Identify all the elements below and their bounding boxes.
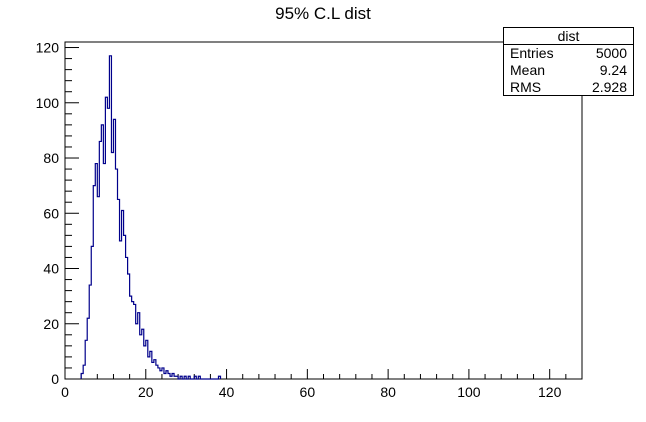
histogram-bar: [111, 152, 113, 379]
y-tick-label: 100: [36, 95, 60, 111]
x-tick-label: 0: [61, 384, 69, 400]
x-tick-label: 20: [138, 384, 154, 400]
histogram-bar: [120, 241, 122, 379]
x-tick-label: 60: [300, 384, 316, 400]
y-tick-label: 40: [43, 261, 59, 277]
histogram-bar: [152, 362, 154, 379]
y-tick-label: 0: [51, 371, 59, 387]
histogram-bar: [107, 108, 109, 379]
y-tick-label: 80: [43, 150, 59, 166]
y-tick-label: 60: [43, 205, 59, 221]
stats-label-rms: RMS: [510, 79, 542, 95]
histogram-bar: [126, 257, 128, 379]
histogram-bar: [164, 373, 166, 379]
x-tick-label: 120: [538, 384, 562, 400]
stats-row-mean: Mean 9.24: [504, 62, 633, 79]
x-tick-label: 80: [380, 384, 396, 400]
histogram-bar: [130, 296, 132, 379]
histogram-bar: [136, 324, 138, 379]
chart-title: 95% C.L dist: [275, 4, 371, 23]
histogram-bar: [103, 164, 105, 379]
stats-value-rms: 2.928: [591, 79, 627, 95]
stats-row-rms: RMS 2.928: [504, 79, 633, 96]
x-tick-label: 100: [457, 384, 481, 400]
x-tick-label: 40: [219, 384, 235, 400]
histogram-bar: [148, 357, 150, 379]
stats-row-entries: Entries 5000: [504, 45, 633, 62]
histogram-series: [80, 55, 222, 380]
stats-box: dist Entries 5000 Mean 9.24 RMS 2.928: [503, 27, 634, 96]
histogram-bar: [115, 169, 117, 379]
y-tick-label: 20: [43, 316, 59, 332]
stats-box-title: dist: [504, 28, 633, 45]
stats-label-mean: Mean: [510, 62, 546, 78]
histogram-bar: [132, 302, 134, 379]
y-tick-label: 120: [36, 40, 60, 56]
stats-value-entries: 5000: [595, 45, 627, 61]
stats-value-mean: 9.24: [599, 62, 627, 78]
stats-label-entries: Entries: [510, 45, 554, 61]
histogram-bar: [140, 335, 142, 379]
histogram-bar: [97, 197, 99, 379]
